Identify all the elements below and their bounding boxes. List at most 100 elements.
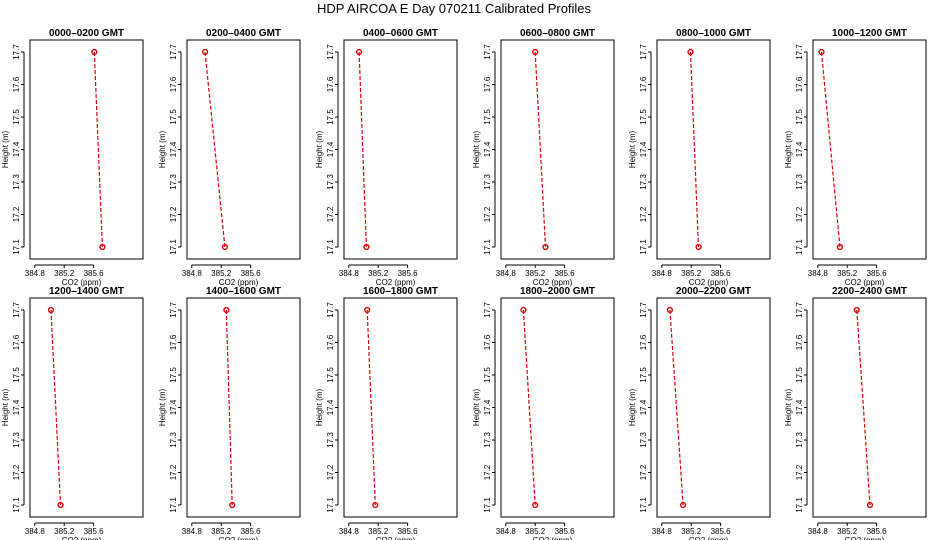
y-tick-label: 17.4 bbox=[795, 399, 804, 415]
profile-point bbox=[57, 501, 64, 509]
y-tick-label: 17.2 bbox=[795, 206, 804, 222]
y-tick-label: 17.7 bbox=[12, 302, 21, 318]
profile-point bbox=[853, 306, 860, 314]
y-tick-label: 17.3 bbox=[326, 432, 335, 448]
y-axis-label: Height (m) bbox=[628, 130, 637, 168]
x-axis-label: CO2 (ppm) bbox=[533, 278, 573, 287]
x-axis-label: CO2 (ppm) bbox=[62, 536, 102, 540]
plot-frame bbox=[29, 39, 144, 260]
y-axis-label: Height (m) bbox=[784, 130, 793, 168]
y-tick-label: 17.1 bbox=[795, 239, 804, 255]
profile-point bbox=[355, 48, 363, 56]
profile-line bbox=[820, 51, 841, 248]
x-axis-label: CO2 (ppm) bbox=[62, 278, 102, 287]
x-tick-label: 385.2 bbox=[368, 269, 389, 278]
y-tick-label: 17.3 bbox=[639, 174, 648, 190]
plot-frame bbox=[186, 297, 301, 518]
x-tick-label: 385.6 bbox=[241, 269, 262, 278]
x-tick-label: 384.8 bbox=[25, 527, 46, 536]
y-tick-label: 17.4 bbox=[483, 141, 492, 157]
x-tick-label: 385.6 bbox=[398, 527, 419, 536]
y-tick-label: 17.6 bbox=[795, 334, 804, 350]
y-tick-label: 17.3 bbox=[12, 174, 21, 190]
y-tick-label: 17.5 bbox=[639, 367, 648, 383]
x-axis-label: CO2 (ppm) bbox=[845, 536, 885, 540]
panel-5: 0800–1000 GMT 17.1 17.2 17.3 17.4 17.5 17.6 17.… bbox=[628, 28, 771, 287]
x-tick-label: 385.2 bbox=[837, 527, 858, 536]
y-tick-label: 17.3 bbox=[326, 174, 335, 190]
y-tick-label: 17.6 bbox=[12, 76, 21, 92]
x-tick-label: 384.8 bbox=[182, 269, 203, 278]
x-tick-label: 385.6 bbox=[84, 269, 105, 278]
y-tick-label: 17.1 bbox=[639, 239, 648, 255]
y-tick-label: 17.5 bbox=[483, 109, 492, 125]
y-tick-label: 17.4 bbox=[12, 141, 21, 157]
panel-title: 1600–1800 GMT bbox=[363, 286, 438, 297]
y-axis-label: Height (m) bbox=[1, 130, 10, 168]
profile-point bbox=[520, 306, 527, 314]
y-tick-label: 17.4 bbox=[326, 399, 335, 415]
profile-point bbox=[532, 501, 539, 509]
y-tick-label: 17.5 bbox=[12, 109, 21, 125]
panel-11: 2000–2200 GMT 17.1 17.2 17.3 17.4 17.5 17.6 17.… bbox=[628, 286, 771, 540]
panel-9: 1600–1800 GMT 17.1 17.2 17.3 17.4 17.5 17.6 17.… bbox=[315, 286, 458, 540]
profile-point bbox=[91, 48, 98, 56]
panel-12: 2200–2400 GMT 17.1 17.2 17.3 17.4 17.5 17.6 17.… bbox=[784, 286, 927, 540]
x-tick-label: 384.8 bbox=[808, 527, 829, 536]
x-axis-label: CO2 (ppm) bbox=[689, 536, 729, 540]
y-tick-label: 17.2 bbox=[12, 464, 21, 480]
profile-point bbox=[680, 501, 687, 509]
x-tick-label: 385.6 bbox=[555, 527, 576, 536]
x-tick-label: 385.2 bbox=[525, 269, 546, 278]
panel-7: 1200–1400 GMT 17.1 17.2 17.3 17.4 17.5 17.6 17.… bbox=[1, 286, 144, 540]
profile-point bbox=[223, 306, 230, 314]
profile-point bbox=[695, 243, 702, 251]
panel-title: 0200–0400 GMT bbox=[206, 28, 281, 39]
x-tick-label: 385.6 bbox=[711, 269, 732, 278]
x-tick-label: 385.2 bbox=[211, 527, 232, 536]
x-tick-label: 385.2 bbox=[525, 527, 546, 536]
x-tick-label: 385.6 bbox=[555, 269, 576, 278]
panel-title: 1800–2000 GMT bbox=[520, 286, 595, 297]
y-tick-label: 17.7 bbox=[169, 44, 178, 60]
profile-line bbox=[225, 309, 233, 506]
x-tick-label: 385.6 bbox=[398, 269, 419, 278]
x-tick-label: 384.8 bbox=[182, 527, 203, 536]
x-tick-label: 384.8 bbox=[496, 269, 517, 278]
y-tick-label: 17.3 bbox=[12, 432, 21, 448]
y-tick-label: 17.2 bbox=[639, 206, 648, 222]
y-tick-label: 17.6 bbox=[639, 76, 648, 92]
y-tick-label: 17.3 bbox=[483, 432, 492, 448]
y-axis-label: Height (m) bbox=[472, 130, 481, 168]
profile-point bbox=[363, 243, 370, 251]
y-tick-label: 17.2 bbox=[483, 206, 492, 222]
x-tick-label: 385.2 bbox=[54, 269, 75, 278]
profile-line bbox=[204, 51, 226, 248]
y-tick-label: 17.5 bbox=[169, 367, 178, 383]
x-axis-label: CO2 (ppm) bbox=[219, 278, 259, 287]
y-tick-label: 17.4 bbox=[639, 141, 648, 157]
panel-2: 0200–0400 GMT 17.1 17.2 17.3 17.4 17.5 17.6 17.… bbox=[158, 28, 301, 287]
y-axis-label: Height (m) bbox=[628, 388, 637, 426]
plot-frame bbox=[500, 297, 615, 518]
profile-line bbox=[534, 51, 547, 248]
panel-title: 2200–2400 GMT bbox=[832, 286, 907, 297]
profile-point bbox=[47, 306, 55, 314]
y-tick-label: 17.6 bbox=[326, 76, 335, 92]
profile-point bbox=[532, 48, 539, 56]
y-tick-label: 17.6 bbox=[483, 334, 492, 350]
x-tick-label: 385.2 bbox=[368, 527, 389, 536]
y-tick-label: 17.2 bbox=[169, 206, 178, 222]
y-tick-label: 17.5 bbox=[639, 109, 648, 125]
x-tick-label: 385.2 bbox=[837, 269, 858, 278]
profile-line bbox=[358, 51, 367, 248]
panel-grid: 0000–0200 GMT 17.1 17.2 17.3 17.4 17.5 17.6 17.… bbox=[1, 28, 927, 540]
panel-4: 0600–0800 GMT 17.1 17.2 17.3 17.4 17.5 17.6 17.… bbox=[472, 28, 615, 287]
plot-frame bbox=[812, 297, 927, 518]
y-tick-label: 17.7 bbox=[795, 302, 804, 318]
y-tick-label: 17.4 bbox=[169, 399, 178, 415]
y-tick-label: 17.2 bbox=[639, 464, 648, 480]
x-tick-label: 384.8 bbox=[652, 527, 673, 536]
x-tick-label: 385.6 bbox=[711, 527, 732, 536]
